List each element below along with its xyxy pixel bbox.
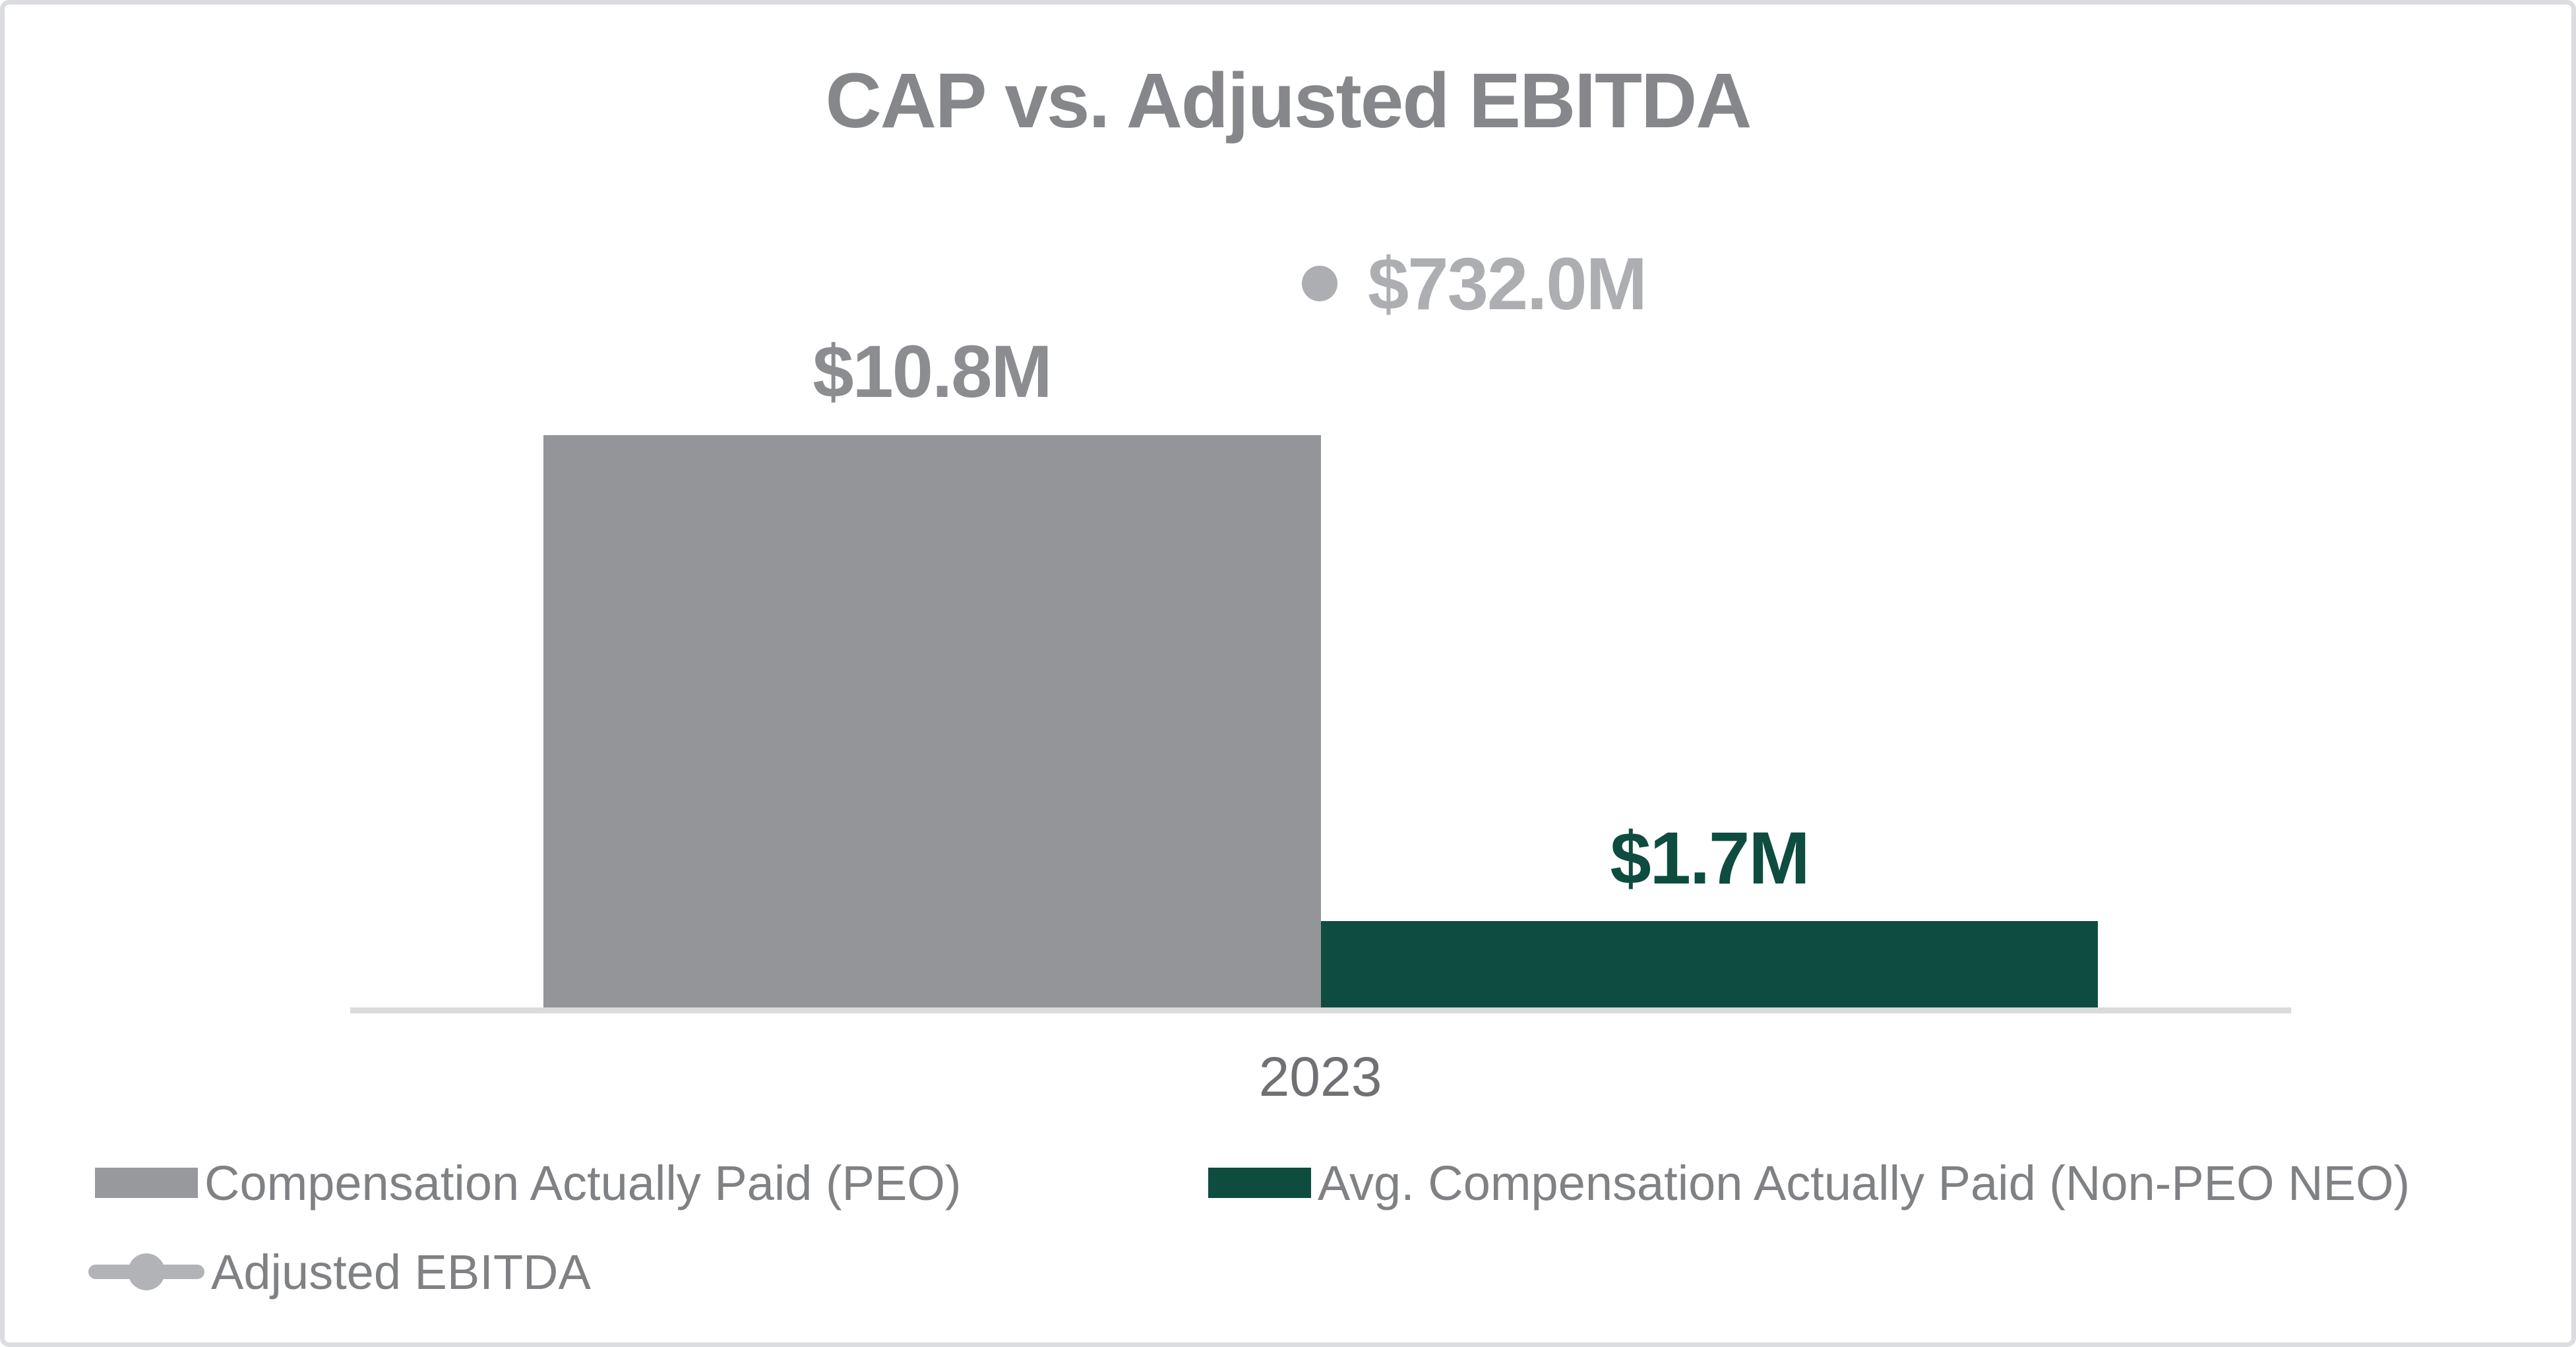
peo-compensation-bar — [543, 435, 1321, 1010]
legend-label-cap-non-peo-neo: Avg. Compensation Actually Paid (Non-PEO… — [1318, 1155, 2410, 1211]
line-with-marker-swatch-icon — [88, 1251, 204, 1293]
gray-bar-swatch-icon — [95, 1168, 198, 1198]
non-peo-neo-compensation-bar — [1321, 921, 2098, 1010]
x-axis-tick-2023: 2023 — [1258, 1046, 1382, 1108]
x-axis-line — [350, 1007, 2291, 1013]
ebitda-data-point: $732.0M — [1302, 240, 1647, 327]
legend-item-cap-peo: Compensation Actually Paid (PEO) — [95, 1152, 962, 1213]
legend-item-cap-non-peo-neo: Avg. Compensation Actually Paid (Non-PEO… — [1208, 1152, 2410, 1213]
green-bar-swatch-icon — [1208, 1168, 1311, 1198]
legend-label-adjusted-ebitda: Adjusted EBITDA — [211, 1244, 591, 1300]
ebitda-marker-dot-icon — [1302, 266, 1337, 301]
legend-label-cap-peo: Compensation Actually Paid (PEO) — [204, 1155, 962, 1211]
peo-bar-value-label: $10.8M — [813, 330, 1053, 413]
legend-item-adjusted-ebitda: Adjusted EBITDA — [88, 1242, 591, 1302]
ebitda-value-label: $732.0M — [1368, 242, 1647, 325]
neo-bar-value-label: $1.7M — [1610, 817, 1810, 899]
chart-title: CAP vs. Adjusted EBITDA — [825, 57, 1752, 144]
